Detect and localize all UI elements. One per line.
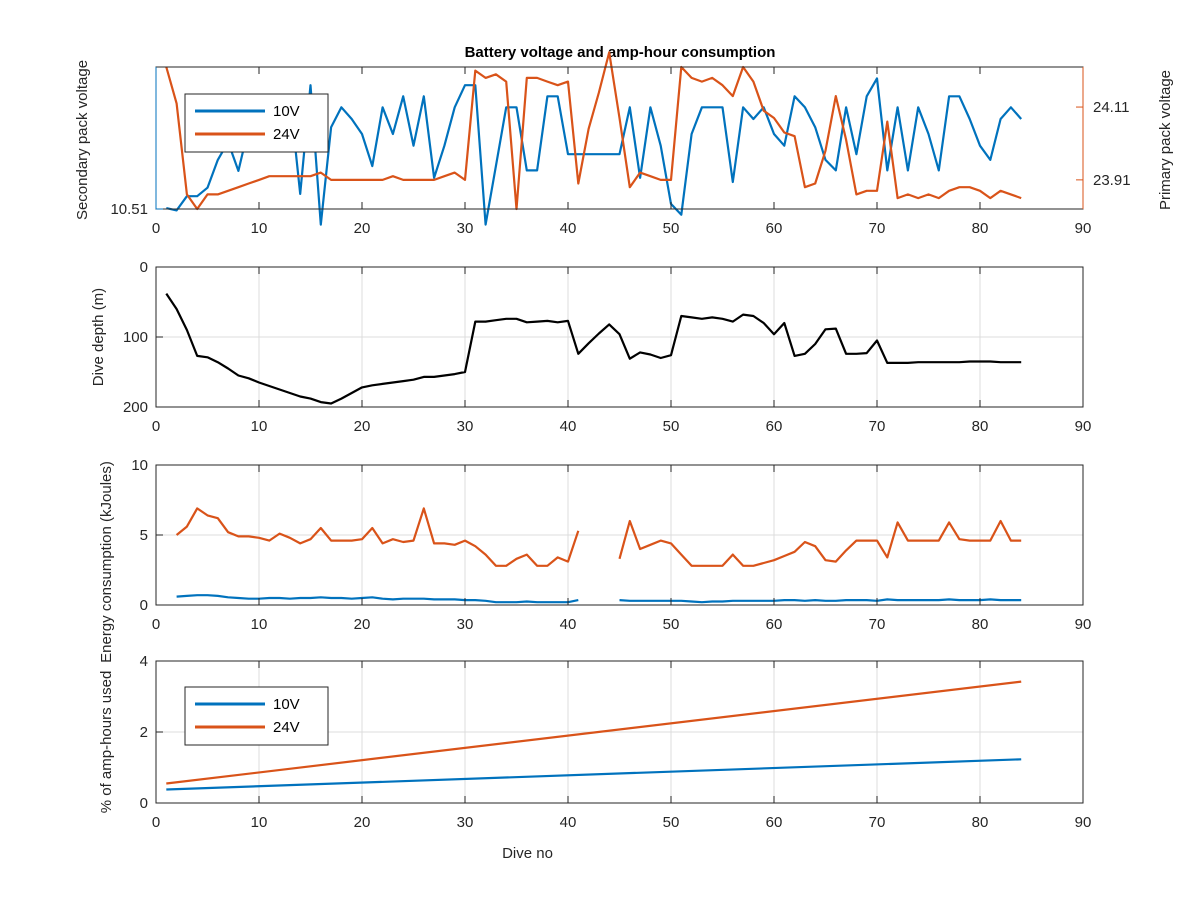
subplot-2: 0 10 20 30 40 50 60 70 80 90 0 100 200 Dive depth (m) (90, 259, 1091, 435)
y-tick-label: 0 (140, 795, 148, 812)
x-tick-label: 90 (1075, 220, 1092, 237)
x-tick-label: 30 (457, 616, 474, 633)
y-tick-label: 5 (140, 527, 148, 544)
y-axis-label-left: Secondary pack voltage (74, 60, 91, 220)
series-line-24v (166, 680, 1022, 785)
x-tick-label: 0 (152, 616, 160, 633)
x-tick-label: 90 (1075, 616, 1092, 633)
x-tick-label: 50 (663, 616, 680, 633)
y-tick-label: 0 (140, 597, 148, 614)
legend-label-10v: 10V (273, 696, 300, 713)
x-tick-label: 10 (251, 418, 268, 435)
x-tick-label: 20 (354, 616, 371, 633)
x-tick-label: 80 (972, 814, 989, 831)
y-axis-label: % of amp-hours used (98, 671, 115, 814)
subplot-3: 0 10 20 30 40 50 60 70 80 90 0 5 10 Energy consumptio… (98, 457, 1091, 663)
x-tick-label: 10 (251, 220, 268, 237)
x-tick-label: 70 (869, 220, 886, 237)
legend-label-24v: 24V (273, 126, 300, 143)
legend-box (184, 93, 329, 153)
series-line-10v (176, 594, 1022, 604)
x-tick-label: 0 (152, 220, 160, 237)
x-axis-label: Dive no (502, 845, 553, 862)
x-tick-label: 70 (869, 616, 886, 633)
y-tick-label-right: 23.91 (1093, 172, 1131, 189)
x-tick-label: 70 (869, 814, 886, 831)
x-tick-label: 0 (152, 814, 160, 831)
x-tick-label: 50 (663, 220, 680, 237)
x-tick-label: 40 (560, 616, 577, 633)
legend-box (184, 686, 329, 746)
y-tick-label: 4 (140, 653, 148, 670)
x-tick-label: 90 (1075, 814, 1092, 831)
x-tick-label: 30 (457, 814, 474, 831)
x-tick-label: 30 (457, 220, 474, 237)
x-tick-label: 20 (354, 220, 371, 237)
plots: 0 10 20 30 40 50 60 70 80 9010.5123.9124.11Second… (74, 51, 1174, 862)
x-tick-label: 50 (663, 814, 680, 831)
x-tick-label: 10 (251, 616, 268, 633)
x-tick-label: 20 (354, 814, 371, 831)
legend-label-10v: 10V (273, 103, 300, 120)
x-tick-label: 80 (972, 220, 989, 237)
legend-label-24v: 24V (273, 719, 300, 736)
y-tick-label: 2 (140, 724, 148, 741)
y-axis-label-right: Primary pack voltage (1157, 70, 1174, 210)
x-tick-label: 80 (972, 418, 989, 435)
y-axis-label: Energy consumption (kJoules) (98, 461, 115, 663)
y-tick-label: 10 (131, 457, 148, 474)
x-tick-label: 90 (1075, 418, 1092, 435)
y-tick-label: 100 (123, 329, 148, 346)
x-tick-label: 0 (152, 418, 160, 435)
x-tick-label: 80 (972, 616, 989, 633)
x-tick-label: 30 (457, 418, 474, 435)
x-tick-label: 20 (354, 418, 371, 435)
chart-title: Battery voltage and amp-hour consumption (465, 44, 776, 61)
x-tick-label: 50 (663, 418, 680, 435)
series-line-24v (165, 51, 1022, 211)
x-tick-label: 60 (766, 616, 783, 633)
x-tick-label: 40 (560, 220, 577, 237)
series-line-24v (175, 507, 1022, 567)
x-tick-label: 60 (766, 418, 783, 435)
series-line-depth (165, 292, 1022, 405)
y-tick-label: 10.51 (110, 201, 148, 218)
y-tick-label-right: 24.11 (1093, 99, 1129, 116)
x-tick-label: 60 (766, 220, 783, 237)
y-axis-label: Dive depth (m) (90, 288, 107, 386)
x-tick-label: 60 (766, 814, 783, 831)
y-tick-label: 0 (140, 259, 148, 276)
series-line-10v (166, 758, 1022, 791)
subplot-4: 0 10 20 30 40 50 60 70 80 90 0 2 4 % of amp-hours use… (98, 653, 1091, 862)
y-tick-label: 200 (123, 399, 148, 416)
x-tick-label: 40 (560, 814, 577, 831)
x-tick-label: 40 (560, 418, 577, 435)
subplot-1: 0 10 20 30 40 50 60 70 80 90 10.51 23.91 24.11 Second… (74, 51, 1174, 237)
x-tick-label: 10 (251, 814, 268, 831)
x-tick-label: 70 (869, 418, 886, 435)
